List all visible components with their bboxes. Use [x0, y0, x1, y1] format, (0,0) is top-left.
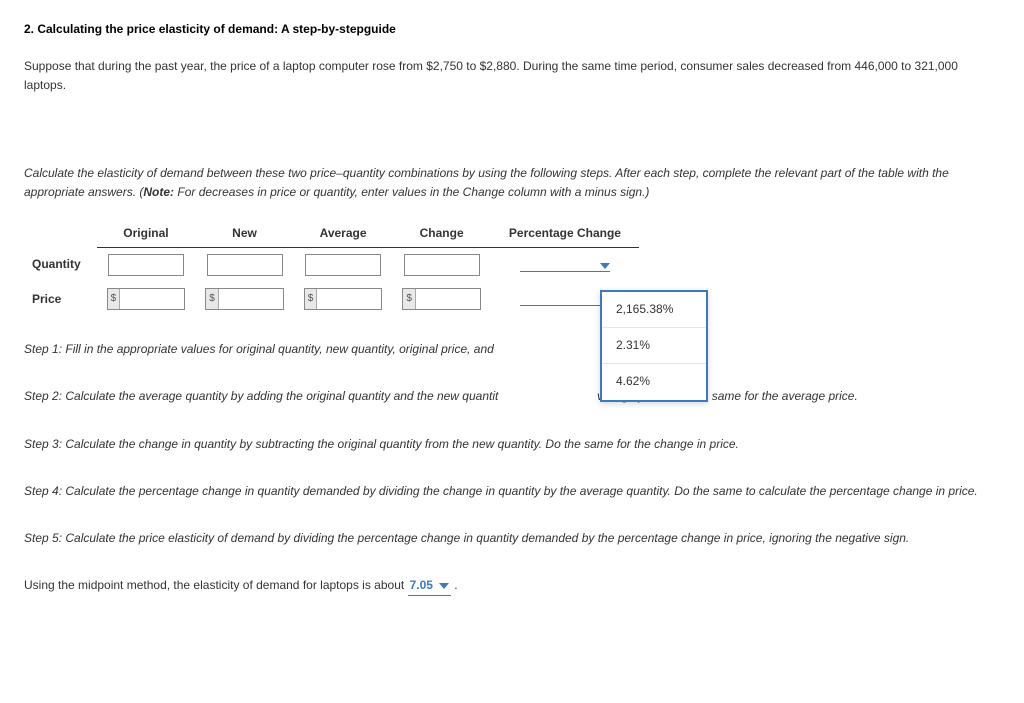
dollar-icon: $	[305, 289, 318, 309]
price-original-input[interactable]	[120, 289, 184, 309]
page-title: 2. Calculating the price elasticity of d…	[24, 20, 1000, 39]
col-original: Original	[97, 220, 196, 248]
col-new: New	[195, 220, 294, 248]
final-answer-value: 7.05	[410, 576, 433, 595]
dropdown-option[interactable]: 4.62%	[602, 364, 706, 399]
table-row-price: Price $ $ $ $	[24, 282, 639, 316]
qty-average-input[interactable]	[305, 254, 381, 276]
final-answer-dropdown[interactable]: 7.05	[408, 576, 451, 596]
price-pct-dropdown[interactable]	[520, 297, 610, 306]
col-change: Change	[392, 220, 491, 248]
chevron-down-icon	[600, 263, 610, 269]
row-label-quantity: Quantity	[24, 248, 97, 283]
qty-original-input[interactable]	[108, 254, 184, 276]
price-new-input-wrap: $	[205, 288, 284, 310]
table-header-row: Original New Average Change Percentage C…	[24, 220, 639, 248]
dollar-icon: $	[206, 289, 219, 309]
price-new-input[interactable]	[219, 289, 283, 309]
instruction-paragraph: Calculate the elasticity of demand betwe…	[24, 164, 1000, 202]
final-before: Using the midpoint method, the elasticit…	[24, 578, 408, 592]
price-average-input-wrap: $	[304, 288, 383, 310]
final-sentence: Using the midpoint method, the elasticit…	[24, 576, 1000, 596]
price-change-input-wrap: $	[402, 288, 481, 310]
step-2: Step 2: Calculate the average quantity b…	[24, 387, 1000, 406]
qty-change-input[interactable]	[404, 254, 480, 276]
col-pct-change: Percentage Change	[491, 220, 639, 248]
note-text: For decreases in price or quantity, ente…	[174, 185, 649, 199]
step-5: Step 5: Calculate the price elasticity o…	[24, 529, 1000, 548]
dollar-icon: $	[108, 289, 121, 309]
table-row-quantity: Quantity	[24, 248, 639, 283]
step-3: Step 3: Calculate the change in quantity…	[24, 435, 1000, 454]
qty-new-input[interactable]	[207, 254, 283, 276]
elasticity-table-wrap: Original New Average Change Percentage C…	[24, 220, 1000, 316]
price-change-input[interactable]	[416, 289, 480, 309]
intro-paragraph: Suppose that during the past year, the p…	[24, 57, 1000, 95]
chevron-down-icon	[439, 583, 449, 589]
note-label: Note:	[143, 185, 174, 199]
price-original-input-wrap: $	[107, 288, 186, 310]
step-4: Step 4: Calculate the percentage change …	[24, 482, 1000, 501]
row-label-price: Price	[24, 282, 97, 316]
qty-pct-dropdown[interactable]	[520, 263, 610, 272]
final-after: .	[454, 578, 457, 592]
step-2-part-a: Step 2: Calculate the average quantity b…	[24, 389, 498, 403]
elasticity-table: Original New Average Change Percentage C…	[24, 220, 639, 316]
dropdown-option[interactable]: 2,165.38%	[602, 292, 706, 328]
price-average-input[interactable]	[317, 289, 381, 309]
price-pct-dropdown-menu: 2,165.38% 2.31% 4.62%	[600, 290, 708, 402]
step-1: Step 1: Fill in the appropriate values f…	[24, 340, 1000, 359]
dropdown-option[interactable]: 2.31%	[602, 328, 706, 364]
col-average: Average	[294, 220, 393, 248]
dollar-icon: $	[403, 289, 416, 309]
